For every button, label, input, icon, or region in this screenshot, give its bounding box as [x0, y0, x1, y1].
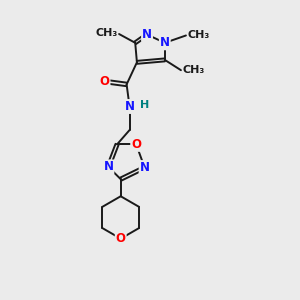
Text: O: O: [131, 138, 141, 151]
Text: N: N: [103, 160, 113, 173]
Text: N: N: [160, 36, 170, 49]
Text: N: N: [140, 161, 150, 174]
Text: N: N: [142, 28, 152, 41]
Text: CH₃: CH₃: [182, 65, 205, 75]
Text: CH₃: CH₃: [188, 31, 210, 40]
Text: N: N: [124, 100, 135, 113]
Text: O: O: [116, 232, 126, 245]
Text: O: O: [100, 75, 110, 88]
Text: CH₃: CH₃: [95, 28, 118, 38]
Text: H: H: [140, 100, 149, 110]
